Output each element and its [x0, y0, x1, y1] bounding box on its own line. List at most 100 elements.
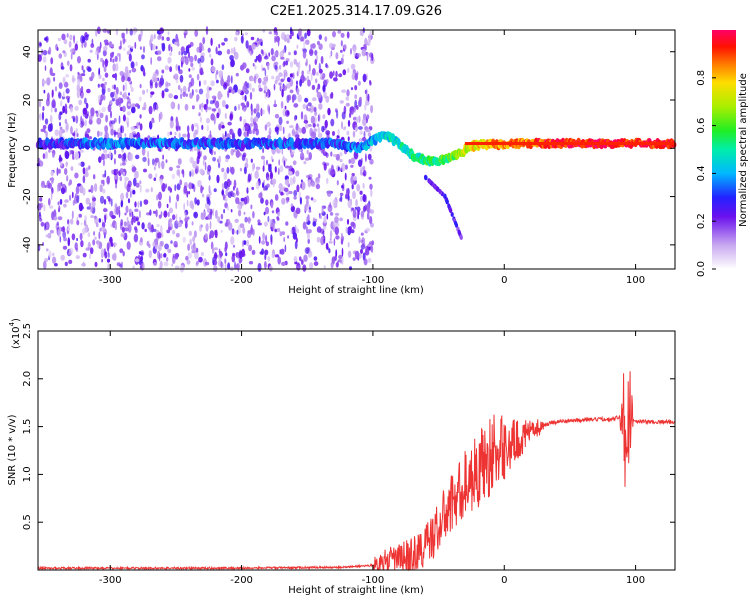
noise-speckle	[44, 184, 47, 189]
noise-speckle	[248, 244, 253, 252]
noise-speckle	[169, 207, 173, 214]
noise-speckle	[139, 83, 142, 89]
noise-speckle	[127, 45, 131, 49]
noise-speckle	[164, 88, 169, 93]
noise-speckle	[283, 160, 286, 167]
noise-speckle	[184, 103, 189, 111]
noise-speckle	[347, 136, 350, 141]
noise-speckle	[169, 52, 173, 56]
noise-speckle	[266, 159, 268, 166]
noise-speckle	[324, 36, 328, 42]
noise-speckle	[204, 202, 210, 209]
noise-speckle	[273, 83, 276, 91]
noise-speckle	[193, 211, 198, 219]
noise-speckle	[354, 206, 358, 210]
noise-speckle	[134, 208, 139, 212]
noise-speckle	[335, 249, 338, 258]
noise-speckle	[340, 57, 344, 65]
noise-speckle	[150, 91, 155, 95]
noise-speckle	[118, 46, 122, 50]
noise-speckle	[112, 58, 115, 63]
noise-speckle	[326, 132, 330, 140]
noise-speckle	[208, 185, 211, 194]
noise-speckle	[198, 256, 203, 263]
noise-speckle	[58, 82, 63, 89]
noise-speckle	[178, 132, 181, 139]
noise-speckle	[350, 87, 354, 91]
y-tick-label: 0.5	[22, 514, 33, 530]
noise-speckle	[330, 169, 334, 177]
noise-speckle	[97, 130, 100, 138]
noise-speckle	[340, 235, 345, 242]
noise-speckle	[330, 50, 333, 57]
noise-speckle	[163, 261, 169, 267]
noise-speckle	[114, 223, 117, 231]
noise-speckle	[235, 187, 239, 195]
noise-speckle	[174, 265, 180, 269]
noise-speckle	[272, 222, 276, 231]
noise-speckle	[237, 103, 241, 111]
noise-speckle	[76, 237, 78, 242]
noise-speckle	[98, 231, 101, 240]
noise-speckle	[93, 174, 96, 180]
noise-speckle	[341, 233, 343, 237]
noise-speckle	[319, 215, 322, 220]
noise-speckle	[101, 259, 103, 263]
noise-speckle	[203, 79, 207, 86]
noise-speckle	[295, 228, 299, 234]
noise-speckle	[77, 71, 80, 75]
noise-speckle	[311, 43, 316, 49]
noise-speckle	[286, 178, 289, 187]
noise-speckle	[351, 173, 355, 177]
noise-speckle	[44, 222, 46, 231]
noise-speckle	[370, 222, 374, 228]
noise-speckle	[364, 204, 367, 212]
noise-speckle	[87, 241, 91, 250]
noise-speckle	[311, 84, 316, 91]
noise-speckle	[162, 154, 164, 160]
noise-speckle	[268, 52, 271, 57]
noise-speckle	[340, 49, 343, 53]
noise-speckle	[103, 45, 108, 52]
branch-mark	[445, 199, 449, 205]
noise-speckle	[251, 163, 255, 172]
noise-speckle	[139, 255, 144, 262]
noise-speckle	[139, 180, 142, 184]
noise-speckle	[52, 152, 55, 158]
noise-speckle	[315, 183, 321, 190]
noise-speckle	[283, 237, 286, 242]
noise-speckle	[213, 247, 218, 251]
noise-speckle	[347, 119, 351, 127]
noise-speckle	[220, 213, 224, 220]
x-tick-label: -100	[362, 275, 385, 286]
noise-speckle	[182, 133, 187, 138]
noise-speckle	[170, 46, 173, 53]
noise-speckle	[230, 59, 235, 68]
noise-speckle	[169, 120, 174, 129]
noise-speckle	[216, 70, 219, 75]
noise-speckle	[191, 66, 195, 71]
noise-speckle	[204, 161, 207, 171]
noise-speckle	[286, 120, 289, 125]
noise-speckle	[182, 170, 185, 178]
noise-speckle	[161, 182, 166, 192]
noise-speckle	[215, 100, 220, 109]
noise-speckle	[120, 219, 124, 226]
noise-speckle	[341, 54, 345, 58]
noise-speckle	[281, 149, 284, 155]
noise-speckle	[363, 44, 367, 48]
noise-speckle	[117, 153, 122, 159]
noise-speckle	[284, 244, 287, 253]
noise-speckle	[204, 233, 208, 240]
noise-speckle	[126, 216, 129, 221]
noise-speckle	[149, 226, 154, 233]
noise-speckle	[302, 50, 307, 59]
noise-speckle	[214, 251, 218, 261]
noise-speckle	[289, 89, 294, 94]
noise-speckle	[244, 216, 248, 223]
noise-speckle	[98, 109, 101, 114]
noise-speckle	[262, 165, 265, 172]
noise-speckle	[234, 192, 236, 199]
noise-speckle	[257, 219, 261, 223]
noise-speckle	[272, 178, 277, 185]
